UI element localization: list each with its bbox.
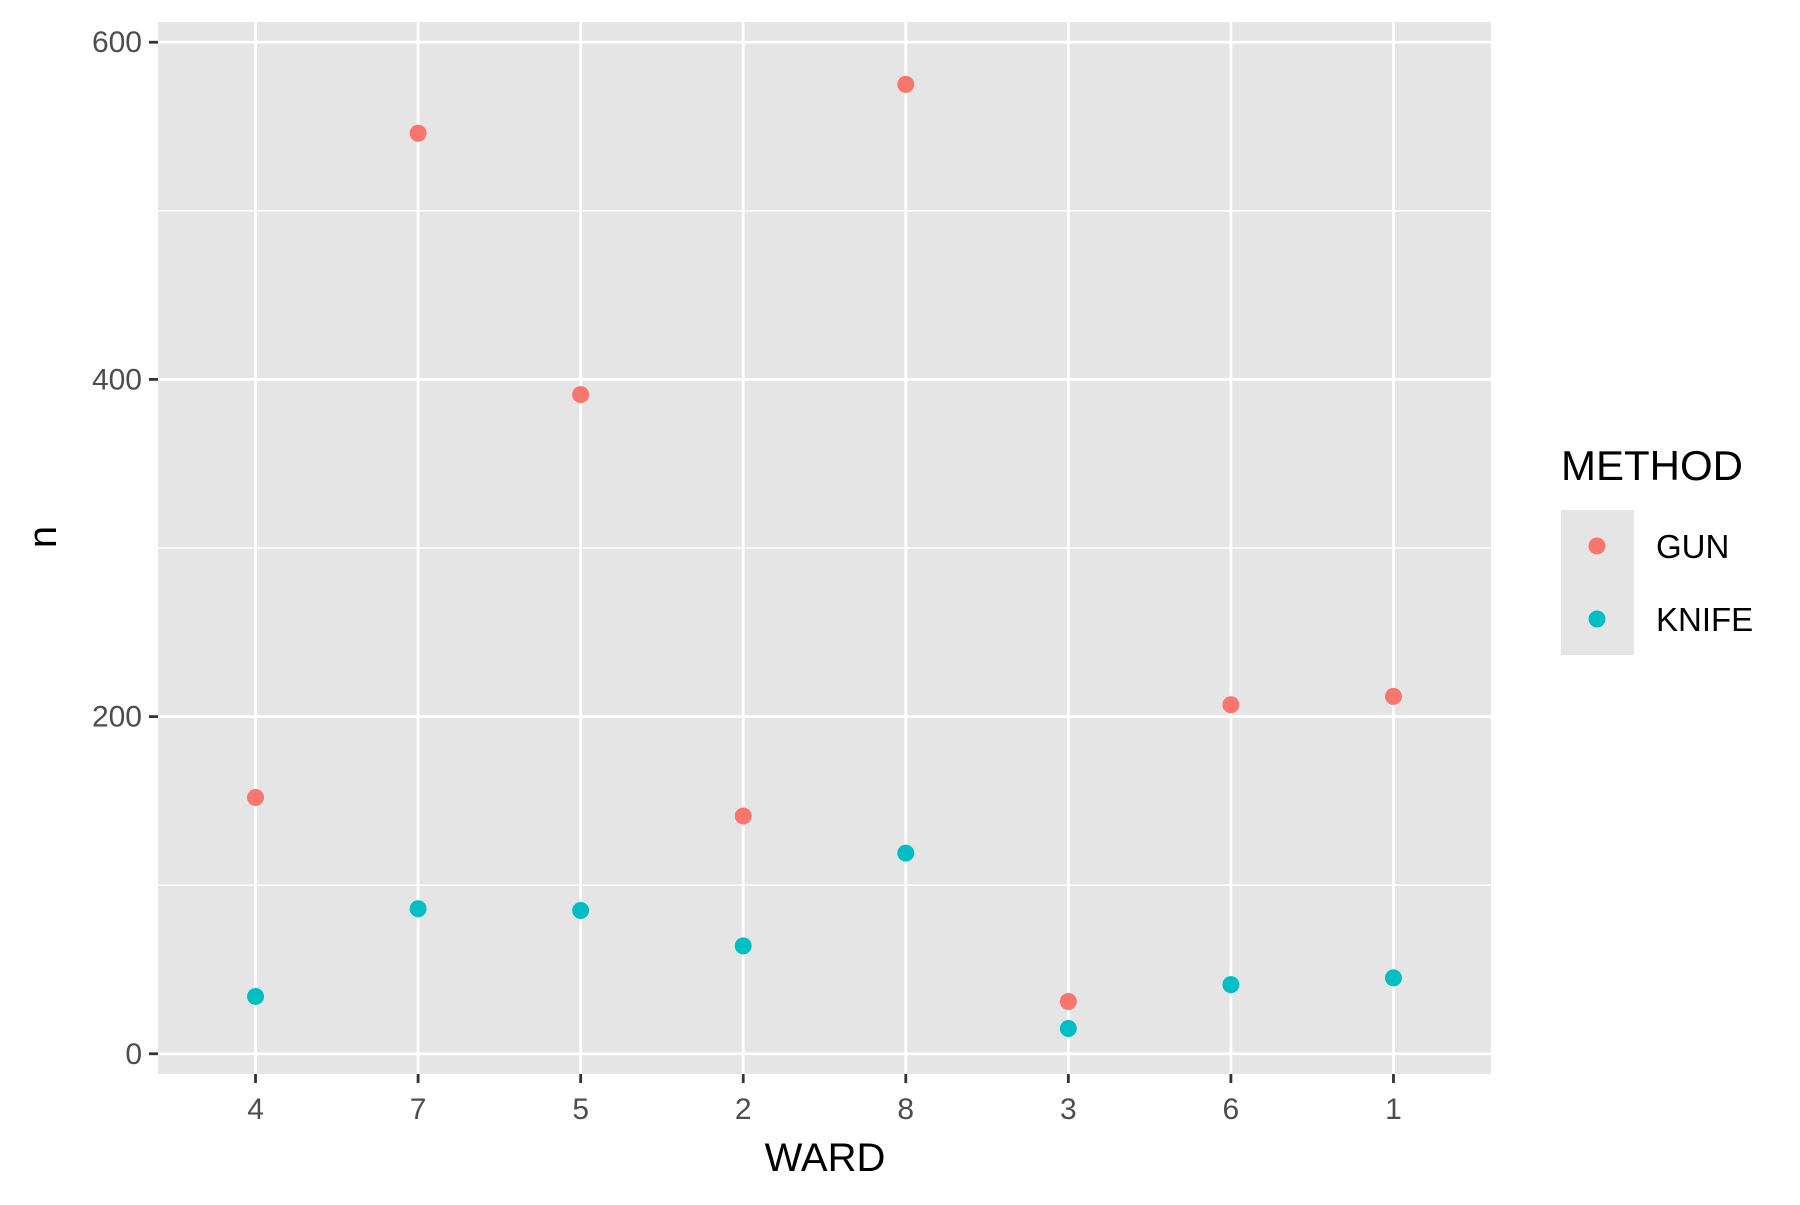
point-knife <box>1222 976 1240 994</box>
legend-key-background <box>1561 510 1634 655</box>
legend-label-knife: KNIFE <box>1656 601 1753 638</box>
x-tick-label: 8 <box>897 1093 914 1126</box>
point-gun <box>1059 993 1077 1011</box>
point-knife <box>1059 1019 1077 1037</box>
legend: METHOD GUN KNIFE <box>1561 442 1753 655</box>
point-knife <box>1384 969 1402 987</box>
data-points <box>247 75 1402 1037</box>
minor-gridlines <box>158 210 1491 886</box>
legend-key-knife <box>1588 610 1606 628</box>
x-tick-label: 3 <box>1060 1093 1077 1126</box>
legend-label-gun: GUN <box>1656 528 1729 565</box>
x-tick-label: 1 <box>1385 1093 1402 1126</box>
point-knife <box>734 937 752 955</box>
x-axis-title: WARD <box>765 1136 886 1180</box>
point-gun <box>1222 696 1240 714</box>
x-tick-label: 4 <box>247 1093 264 1126</box>
major-gridlines <box>158 22 1491 1074</box>
y-tick-label: 600 <box>92 26 142 59</box>
x-tick-label: 5 <box>572 1093 589 1126</box>
legend-title: METHOD <box>1561 442 1743 489</box>
x-tick-label: 2 <box>735 1093 752 1126</box>
point-gun <box>247 789 265 807</box>
point-knife <box>572 901 590 919</box>
point-knife <box>247 987 265 1005</box>
point-gun <box>897 75 915 93</box>
point-gun <box>734 807 752 825</box>
legend-key-gun <box>1588 537 1606 555</box>
y-axis-title: n <box>21 526 65 548</box>
x-tick-label: 6 <box>1223 1093 1240 1126</box>
point-gun <box>1384 687 1402 705</box>
point-gun <box>572 386 590 404</box>
point-knife <box>897 844 915 862</box>
y-tick-label: 400 <box>92 363 142 396</box>
point-knife <box>409 900 427 918</box>
y-tick-label: 200 <box>92 701 142 734</box>
axis-tick-labels: 0 200 400 600 4 7 5 2 8 3 6 1 <box>92 26 1402 1126</box>
y-tick-label: 0 <box>125 1038 142 1071</box>
point-gun <box>409 124 427 142</box>
x-tick-label: 7 <box>410 1093 427 1126</box>
axis-ticks <box>149 40 1395 1083</box>
